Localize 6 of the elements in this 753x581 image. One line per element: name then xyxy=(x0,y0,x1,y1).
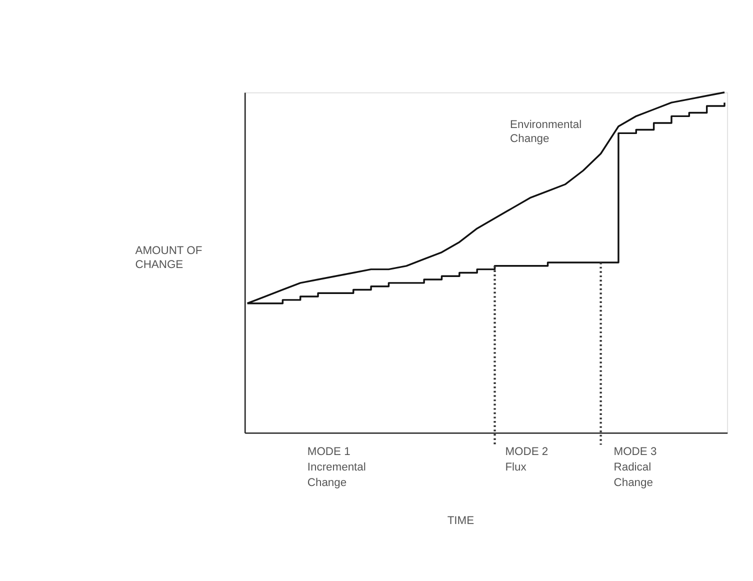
text: TIME xyxy=(447,514,474,527)
text: MODE 3 Radical Change xyxy=(614,446,657,490)
text: MODE 2 Flux xyxy=(505,446,548,474)
annotation: Environmental Change xyxy=(510,119,582,145)
text: AMOUNT OF CHANGE xyxy=(135,245,202,271)
text: MODE 1 Incremental Change xyxy=(307,446,366,490)
